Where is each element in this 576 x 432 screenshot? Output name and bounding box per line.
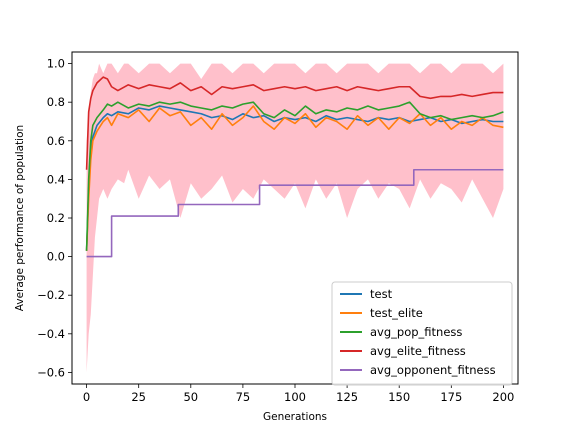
y-tick-label: 0.4 <box>47 172 65 186</box>
legend-box <box>331 281 513 386</box>
x-tick-label: 200 <box>492 390 514 404</box>
series-line-avg-elite-fitness <box>85 76 504 170</box>
band-fill <box>86 63 504 373</box>
min-max-band <box>86 63 504 373</box>
x-tick-label: 175 <box>440 390 462 404</box>
y-axis-label: Average performance of population <box>14 125 26 311</box>
y-tick-label: 0.8 <box>47 95 65 109</box>
legend-entry-label: avg_pop_fitness <box>370 325 462 339</box>
y-axis-ticks: −0.6 −0.4 −0.2 0.0 0.2 0.4 0.6 0.8 1.0 <box>37 57 72 379</box>
x-tick-label: 75 <box>236 390 251 404</box>
series-lines <box>85 76 504 258</box>
legend-entry-label: test_elite <box>370 306 423 320</box>
x-tick-label: 125 <box>336 390 358 404</box>
series-line-avg-opponent-fitness <box>86 168 504 258</box>
y-tick-label: 0.2 <box>47 211 65 225</box>
series-line-test-elite <box>85 105 504 251</box>
x-tick-label: 25 <box>131 390 146 404</box>
y-tick-label: 0.0 <box>47 250 65 264</box>
legend-entry-label: test <box>370 287 393 301</box>
y-tick-label: −0.2 <box>37 288 65 302</box>
x-tick-label: 0 <box>83 390 90 404</box>
x-tick-label: 50 <box>183 390 198 404</box>
series-line-avg-pop-fitness <box>85 101 504 251</box>
y-tick-label: 1.0 <box>47 57 65 71</box>
x-tick-label: 150 <box>388 390 410 404</box>
y-tick-label: −0.6 <box>37 365 65 379</box>
legend-entry-label: avg_elite_fitness <box>370 344 466 358</box>
x-tick-label: 100 <box>284 390 306 404</box>
x-axis-label: Generations <box>263 411 327 423</box>
x-axis-ticks: 0 25 50 75 100 125 150 175 200 <box>83 384 514 404</box>
legend-entry-label: avg_opponent_fitness <box>370 363 496 377</box>
y-tick-label: −0.4 <box>37 327 65 341</box>
legend: test test_elite avg_pop_fitness avg_elite_f… <box>331 281 513 386</box>
y-tick-label: 0.6 <box>47 134 65 148</box>
